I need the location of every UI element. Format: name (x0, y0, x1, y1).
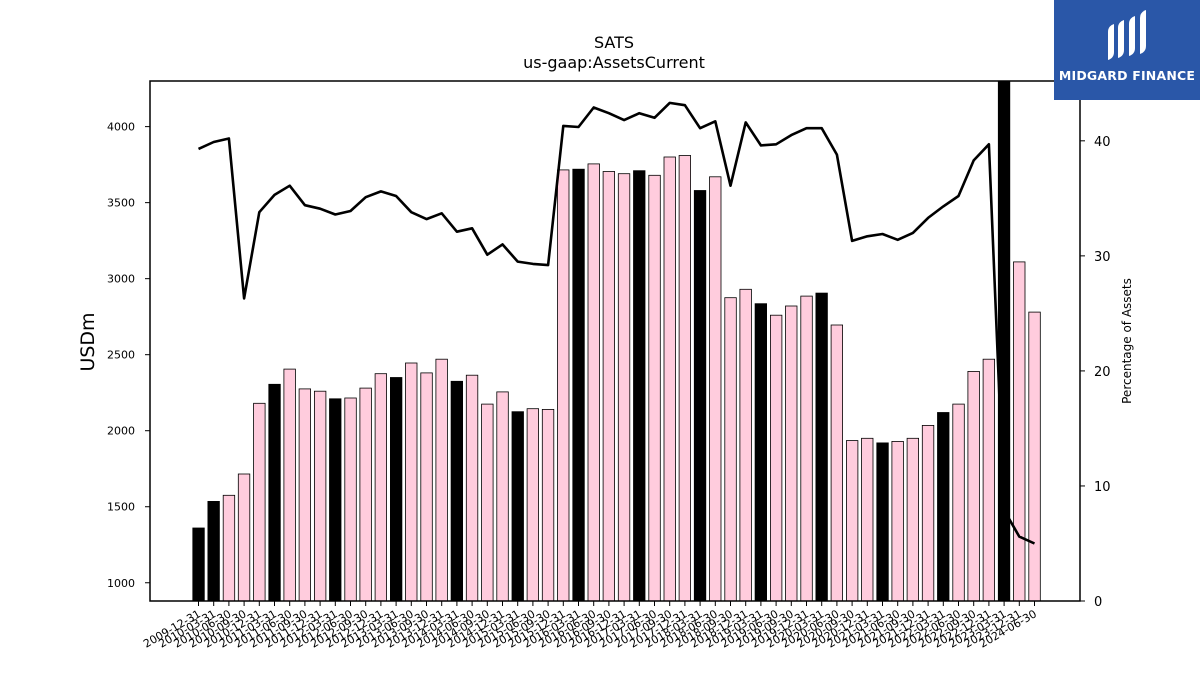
bar (1013, 261, 1026, 602)
bar (678, 155, 691, 602)
bar (754, 303, 767, 602)
y2-tick-label: 10 (1094, 480, 1111, 495)
bar (405, 362, 418, 602)
bar (511, 411, 524, 602)
y2-tick-label: 0 (1094, 595, 1102, 610)
bar (921, 424, 935, 602)
bar (770, 314, 783, 602)
y-tick-label: 2500 (107, 349, 135, 362)
bar (830, 324, 843, 602)
bar (329, 398, 342, 602)
bar (359, 387, 372, 602)
bar (268, 383, 281, 602)
bar (496, 391, 509, 602)
bar (906, 437, 919, 602)
bar (709, 176, 722, 602)
bar (693, 190, 707, 602)
bar (739, 288, 752, 602)
bar (997, 80, 1011, 602)
bar (207, 500, 220, 602)
bar (633, 170, 646, 602)
chart-subtitle: us-gaap:AssetsCurrent (523, 53, 705, 72)
logo-text: MIDGARD FINANCE (1058, 68, 1196, 83)
bar (648, 174, 661, 602)
bar (587, 163, 600, 602)
bar (876, 442, 889, 602)
bar (617, 173, 631, 602)
bar (891, 440, 904, 602)
bar (420, 372, 433, 602)
bar (192, 527, 205, 602)
bar (785, 305, 798, 602)
y2-tick-label: 30 (1094, 250, 1111, 265)
bar (283, 368, 296, 602)
bar (541, 408, 555, 602)
y-tick-label: 1000 (107, 577, 135, 590)
bar (815, 292, 828, 602)
plot-frame (149, 80, 1081, 602)
bar (450, 380, 464, 602)
bar (663, 156, 676, 602)
bar (253, 402, 266, 602)
logo-mark-icon (1108, 10, 1146, 60)
midgard-finance-logo: MIDGARD FINANCE (1054, 0, 1200, 100)
bar (435, 358, 448, 602)
y-tick-label: 1500 (107, 501, 135, 514)
bar (374, 373, 388, 602)
bar (846, 440, 859, 602)
bar (724, 297, 737, 602)
bar (952, 403, 965, 602)
bar (602, 171, 615, 602)
series-line-percentage (197, 101, 1036, 545)
bar (967, 370, 980, 602)
y-tick-label: 4000 (107, 121, 135, 134)
bar (313, 390, 327, 602)
x-axis: 2009-12-312010-03-312010-06-302010-09-30… (141, 601, 1039, 651)
bar (937, 412, 950, 602)
y-axis-label: USDm (77, 312, 99, 371)
y2-axis-label: Percentage of Assets (1120, 278, 1134, 404)
bars-layer (192, 80, 1041, 602)
y-tick-label: 2000 (107, 425, 135, 438)
bar (222, 494, 236, 602)
chart-title: SATS (594, 33, 634, 52)
bar (557, 169, 570, 602)
y-axis: 1000 1500 2000 2500 3000 3500 4000 (107, 121, 150, 590)
bar (861, 437, 874, 602)
bar (572, 168, 585, 602)
bar (389, 377, 403, 602)
y-tick-label: 3500 (107, 197, 135, 210)
bar (465, 374, 479, 602)
y2-tick-label: 40 (1094, 135, 1111, 150)
bar (481, 403, 494, 602)
y-tick-label: 3000 (107, 273, 135, 286)
y2-axis: 0 10 20 30 40 (1080, 135, 1111, 610)
line-layer (197, 101, 1036, 545)
bar (344, 397, 357, 602)
bar (982, 358, 995, 602)
bar (800, 295, 813, 602)
bar (298, 388, 312, 602)
bar (1028, 311, 1041, 602)
bar (526, 408, 539, 602)
y2-tick-label: 20 (1094, 365, 1111, 380)
bar (237, 473, 251, 602)
